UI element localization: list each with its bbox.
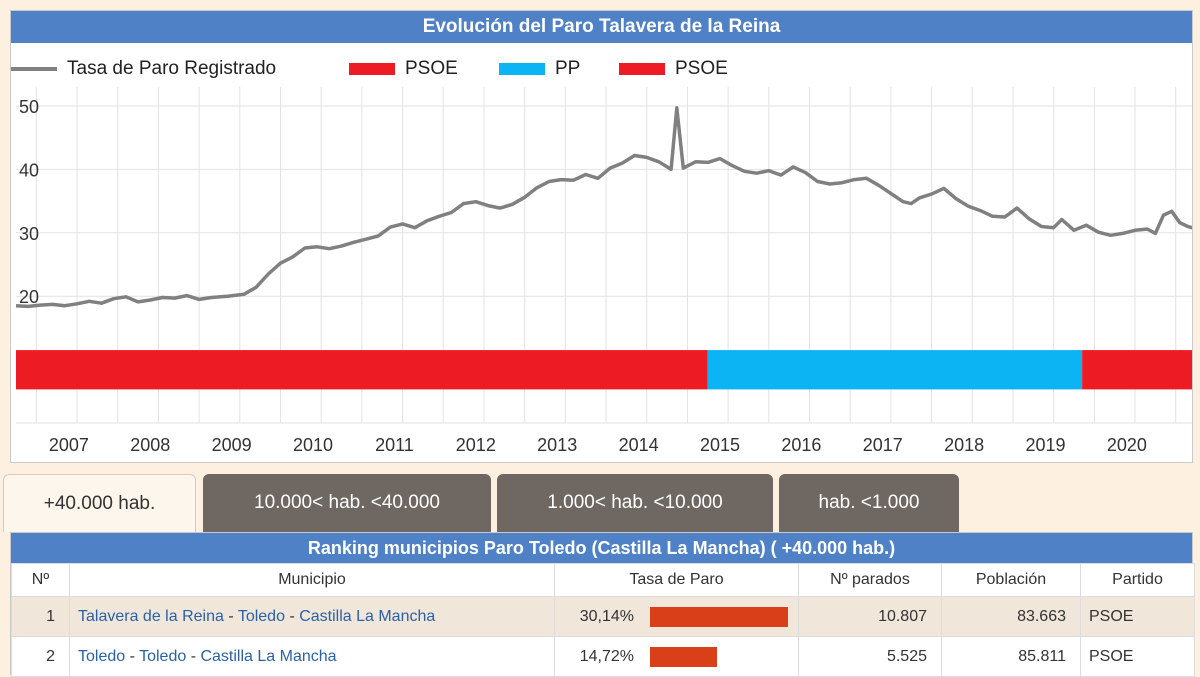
separator: -	[223, 607, 238, 625]
period-bar-psoe	[16, 350, 708, 390]
x-tick-label: 2011	[375, 435, 414, 455]
chart-title: Evolución del Paro Talavera de la Reina	[11, 11, 1192, 43]
x-tick-label: 2010	[293, 435, 333, 455]
provincia-link[interactable]: Toledo	[237, 607, 285, 625]
y-tick-label: 30	[19, 224, 39, 244]
header-parados[interactable]: Nº parados	[798, 563, 942, 597]
header-municipio[interactable]: Municipio	[69, 563, 555, 597]
poblacion-cell: 85.811	[941, 636, 1081, 677]
legend-pp-swatch	[499, 63, 545, 75]
legend-psoe-swatch	[619, 63, 665, 75]
legend-item-psoe[interactable]: PSOE	[349, 56, 458, 82]
legend-label: PSOE	[405, 58, 458, 79]
period-bar-pp	[707, 350, 1083, 390]
legend-item-tasa[interactable]: Tasa de Paro Registrado	[11, 56, 276, 82]
y-tick-label: 20	[19, 287, 39, 307]
population-tabs: +40.000 hab. 10.000< hab. <40.000 1.000<…	[0, 474, 1200, 532]
partido-cell: PSOE	[1080, 636, 1195, 677]
municipio-cell: Talavera de la Reina - Toledo - Castilla…	[69, 596, 555, 637]
legend-psoe-swatch	[349, 63, 395, 75]
separator: -	[186, 647, 201, 665]
x-tick-label: 2020	[1107, 435, 1147, 455]
municipio-cell: Toledo - Toledo - Castilla La Mancha	[69, 636, 555, 677]
chart-svg: 1020304050200720082009201020112012201320…	[15, 87, 1192, 455]
tasa-value: 30,14%	[579, 607, 634, 625]
y-tick-label: 40	[19, 160, 39, 180]
tab-10000-40000[interactable]: 10.000< hab. <40.000	[203, 474, 491, 532]
tasa-bar	[650, 606, 788, 627]
x-tick-label: 2012	[456, 435, 496, 455]
tasa-value: 14,72%	[579, 647, 634, 665]
x-tick-label: 2014	[619, 435, 659, 455]
x-tick-label: 2009	[212, 435, 252, 455]
separator: -	[125, 647, 140, 665]
tasa-cell: 30,14%	[554, 596, 799, 637]
chart-panel: 1020304050200720082009201020112012201320…	[10, 10, 1193, 463]
x-tick-label: 2016	[781, 435, 821, 455]
header-partido[interactable]: Partido	[1080, 563, 1195, 597]
x-tick-label: 2007	[49, 435, 89, 455]
municipio-link[interactable]: Toledo	[78, 647, 126, 665]
parados-cell: 10.807	[798, 596, 942, 637]
ranking-title: Ranking municipios Paro Toledo (Castilla…	[11, 533, 1192, 563]
row-number: 2	[11, 636, 70, 677]
x-tick-label: 2019	[1025, 435, 1065, 455]
tasa-bar	[650, 646, 718, 667]
comunidad-link[interactable]: Castilla La Mancha	[299, 607, 436, 625]
legend-line-swatch	[11, 67, 57, 71]
parados-cell: 5.525	[798, 636, 942, 677]
x-tick-label: 2017	[863, 435, 903, 455]
y-tick-label: 50	[19, 97, 39, 117]
table-header-row: Nº Municipio Tasa de Paro Nº parados Pob…	[11, 563, 1195, 597]
row-number: 1	[11, 596, 70, 637]
chart-legend: Tasa de Paro Registrado PSOE PP PSOE	[11, 56, 1192, 82]
x-tick-label: 2008	[130, 435, 170, 455]
tab-1000-10000[interactable]: 1.000< hab. <10.000	[497, 474, 773, 532]
provincia-link[interactable]: Toledo	[139, 647, 187, 665]
ranking-table: Nº Municipio Tasa de Paro Nº parados Pob…	[11, 563, 1195, 677]
tasa-cell: 14,72%	[554, 636, 799, 677]
legend-label: Tasa de Paro Registrado	[67, 58, 277, 79]
legend-item-psoe-2[interactable]: PSOE	[619, 56, 728, 82]
header-number[interactable]: Nº	[11, 563, 70, 597]
x-tick-label: 2015	[700, 435, 740, 455]
table-row: 1 Talavera de la Reina - Toledo - Castil…	[11, 596, 1195, 637]
period-bar-psoe	[1082, 350, 1192, 390]
legend-label: PP	[555, 58, 581, 79]
series-line-tasa-paro	[15, 106, 1192, 309]
tab-less-1000[interactable]: hab. <1.000	[779, 474, 959, 532]
x-tick-label: 2018	[944, 435, 984, 455]
ranking-panel: Ranking municipios Paro Toledo (Castilla…	[10, 532, 1195, 677]
legend-label: PSOE	[675, 58, 728, 79]
header-poblacion[interactable]: Población	[941, 563, 1081, 597]
header-tasa[interactable]: Tasa de Paro	[554, 563, 799, 597]
partido-cell: PSOE	[1080, 596, 1195, 637]
legend-item-pp[interactable]: PP	[499, 56, 580, 82]
comunidad-link[interactable]: Castilla La Mancha	[200, 647, 337, 665]
tab-more-40000[interactable]: +40.000 hab.	[3, 474, 196, 532]
separator: -	[284, 607, 300, 625]
table-row: 2 Toledo - Toledo - Castilla La Mancha 1…	[11, 636, 1195, 677]
municipio-link[interactable]: Talavera de la Reina	[78, 607, 224, 625]
x-tick-label: 2013	[537, 435, 577, 455]
poblacion-cell: 83.663	[941, 596, 1081, 637]
